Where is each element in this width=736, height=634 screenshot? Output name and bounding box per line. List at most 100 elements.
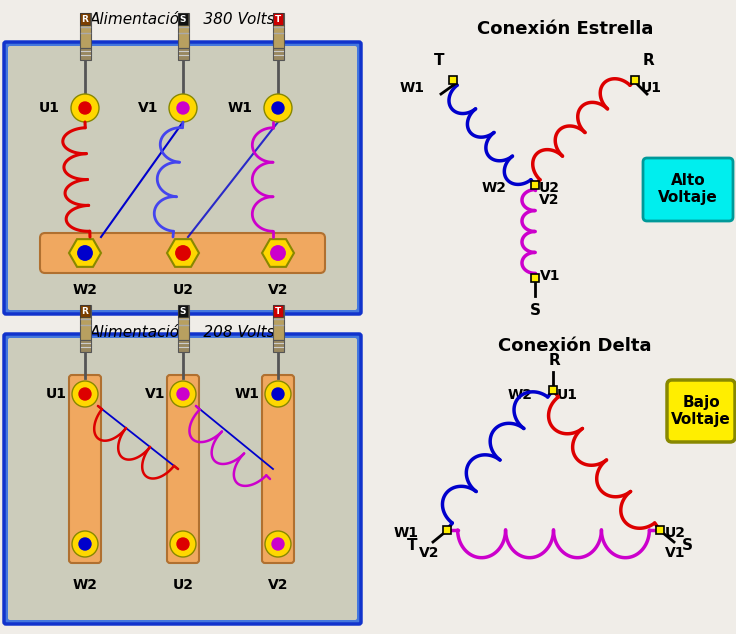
Text: U1: U1	[641, 81, 662, 95]
Bar	[177, 13, 188, 48]
Text: V1: V1	[138, 101, 158, 115]
Bar	[656, 526, 664, 534]
Text: S: S	[682, 538, 693, 553]
Text: Bajo
Voltaje: Bajo Voltaje	[671, 395, 731, 427]
Text: R: R	[82, 15, 88, 23]
Circle shape	[79, 388, 91, 400]
Circle shape	[78, 246, 92, 260]
FancyBboxPatch shape	[167, 375, 199, 563]
Bar	[531, 181, 539, 189]
Text: W2: W2	[508, 388, 533, 402]
Text: S: S	[180, 15, 186, 23]
Circle shape	[177, 538, 189, 550]
Text: Alimentación   380 Volts: Alimentación 380 Volts	[91, 12, 276, 27]
FancyBboxPatch shape	[667, 380, 735, 442]
Polygon shape	[262, 239, 294, 267]
Bar	[549, 386, 557, 394]
Text: W2: W2	[482, 181, 507, 195]
Text: V2: V2	[268, 283, 289, 297]
Text: Conexión Delta: Conexión Delta	[498, 337, 652, 355]
Circle shape	[169, 94, 197, 122]
Text: R: R	[82, 306, 88, 316]
Bar	[79, 340, 91, 352]
FancyBboxPatch shape	[4, 42, 361, 314]
Text: V1: V1	[540, 269, 561, 283]
Bar	[531, 274, 539, 282]
Circle shape	[71, 94, 99, 122]
Bar	[178, 305, 188, 317]
Bar	[177, 305, 188, 340]
Bar	[79, 13, 91, 48]
Text: U1: U1	[39, 101, 60, 115]
Text: V1: V1	[665, 546, 685, 560]
Text: V1: V1	[144, 387, 165, 401]
Circle shape	[170, 381, 196, 407]
Text: R: R	[549, 353, 561, 368]
Bar	[80, 305, 90, 317]
Text: T: T	[275, 306, 281, 316]
Bar	[79, 48, 91, 60]
Bar	[272, 305, 283, 340]
Text: U1: U1	[557, 388, 578, 402]
Text: Alimentación   208 Volts: Alimentación 208 Volts	[91, 325, 276, 340]
Bar	[449, 76, 457, 84]
Text: Alto
Voltaje: Alto Voltaje	[658, 173, 718, 205]
Bar	[177, 48, 188, 60]
Circle shape	[265, 381, 291, 407]
Text: Conexión Estrella: Conexión Estrella	[477, 20, 653, 38]
Bar	[177, 340, 188, 352]
Circle shape	[170, 531, 196, 557]
FancyBboxPatch shape	[4, 334, 361, 624]
Text: W1: W1	[235, 387, 260, 401]
Text: U1: U1	[46, 387, 67, 401]
Polygon shape	[167, 239, 199, 267]
Circle shape	[72, 381, 98, 407]
Bar	[273, 13, 283, 25]
FancyBboxPatch shape	[8, 46, 357, 310]
Text: U2: U2	[172, 283, 194, 297]
FancyBboxPatch shape	[643, 158, 733, 221]
Bar	[272, 340, 283, 352]
Text: U2: U2	[665, 526, 686, 540]
Circle shape	[272, 102, 284, 114]
Text: U2: U2	[539, 181, 560, 195]
Circle shape	[79, 102, 91, 114]
Circle shape	[272, 538, 284, 550]
Text: T: T	[434, 53, 445, 68]
Circle shape	[177, 388, 189, 400]
Circle shape	[271, 246, 286, 260]
Text: V2: V2	[419, 546, 439, 560]
Bar	[79, 305, 91, 340]
Text: U2: U2	[172, 578, 194, 592]
Text: W2: W2	[73, 578, 97, 592]
FancyBboxPatch shape	[262, 375, 294, 563]
Circle shape	[265, 531, 291, 557]
FancyBboxPatch shape	[8, 338, 357, 620]
Bar	[272, 48, 283, 60]
Circle shape	[177, 102, 189, 114]
Bar	[272, 13, 283, 48]
Bar	[631, 76, 639, 84]
Text: W2: W2	[73, 283, 97, 297]
Text: V2: V2	[268, 578, 289, 592]
Text: T: T	[275, 15, 281, 23]
Circle shape	[176, 246, 190, 260]
Bar	[80, 13, 90, 25]
Polygon shape	[69, 239, 101, 267]
Text: S: S	[529, 303, 540, 318]
Circle shape	[264, 94, 292, 122]
Circle shape	[79, 538, 91, 550]
Text: S: S	[180, 306, 186, 316]
Text: W1: W1	[400, 81, 425, 95]
Text: R: R	[643, 53, 655, 68]
Text: W1: W1	[228, 101, 253, 115]
Circle shape	[72, 531, 98, 557]
Circle shape	[272, 388, 284, 400]
Text: V2: V2	[539, 193, 559, 207]
Text: T: T	[406, 538, 417, 553]
FancyBboxPatch shape	[40, 233, 325, 273]
Bar	[273, 305, 283, 317]
Text: W1: W1	[394, 526, 419, 540]
FancyBboxPatch shape	[69, 375, 101, 563]
Bar	[443, 526, 451, 534]
